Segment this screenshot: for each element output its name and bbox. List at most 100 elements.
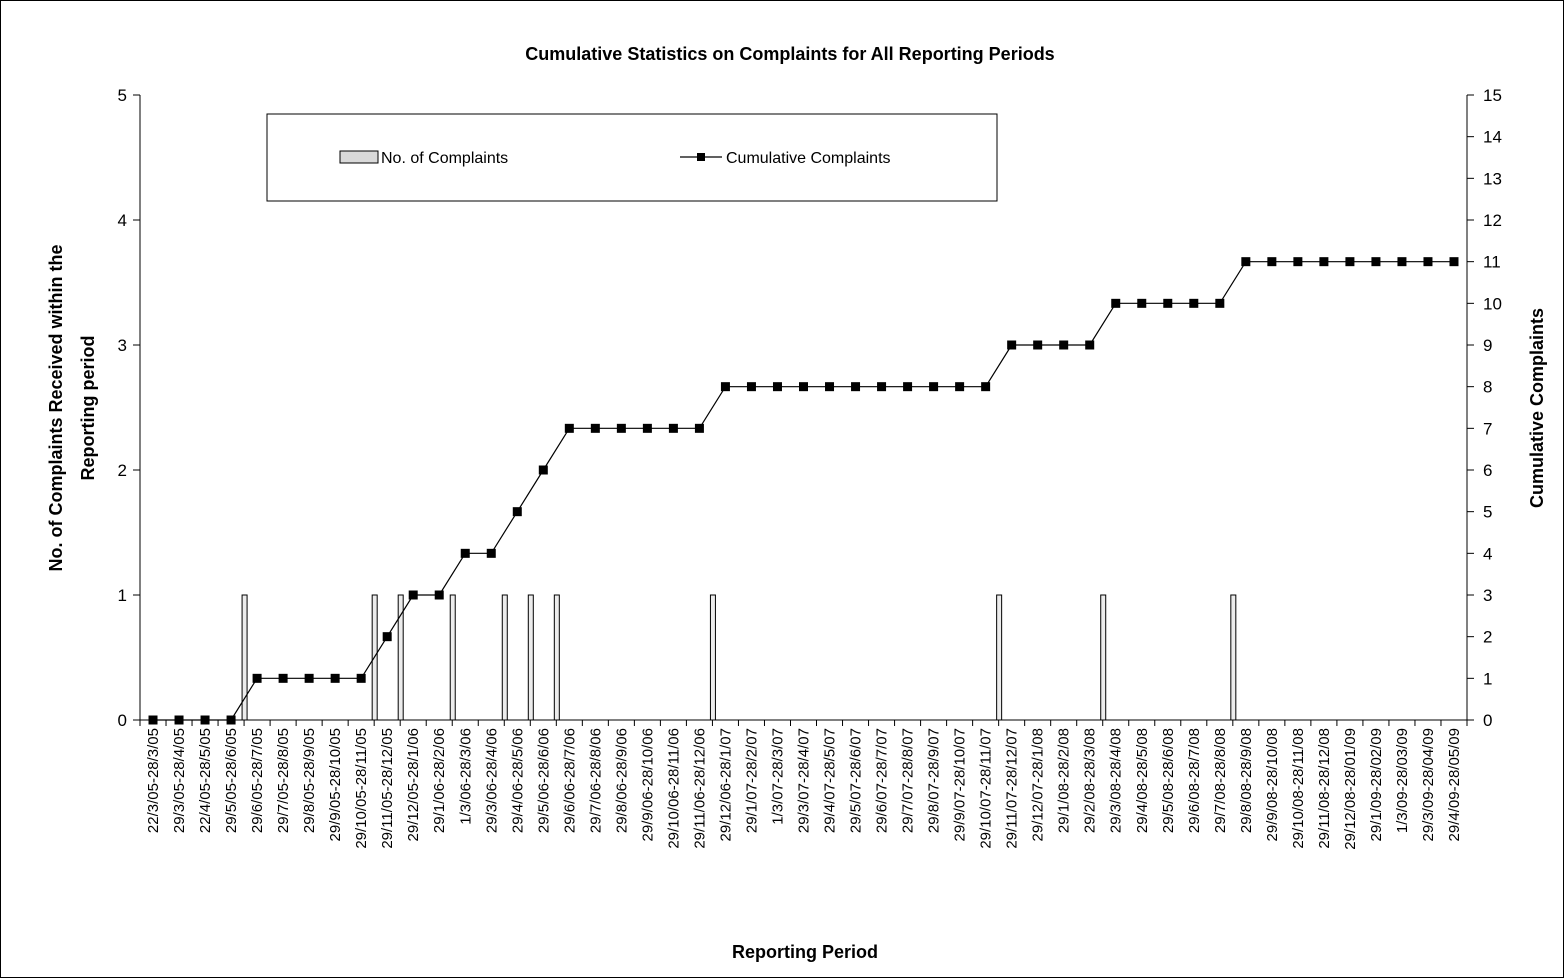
y-axis-title-line1: No. of Complaints Received within the xyxy=(46,244,66,571)
y-axis-title-line2: Reporting period xyxy=(78,336,98,481)
category-label: 29/10/05-28/11/05 xyxy=(353,728,370,849)
category-label: 29/11/05-28/12/05 xyxy=(379,728,396,849)
chart-title: Cumulative Statistics on Complaints for … xyxy=(525,44,1054,64)
line-marker xyxy=(1397,257,1407,267)
line-marker xyxy=(1345,257,1355,267)
category-label: 29/9/05-28/10/05 xyxy=(327,728,344,841)
line-marker xyxy=(1033,340,1043,350)
category-label: 29/12/05-28/1/06 xyxy=(405,728,422,841)
line-marker xyxy=(877,382,887,392)
category-label: 29/6/05-28/7/05 xyxy=(249,728,266,833)
legend: No. of Complaints Cumulative Complaints xyxy=(266,113,998,202)
line-marker xyxy=(929,382,939,392)
line-marker xyxy=(330,673,340,683)
line-marker xyxy=(226,715,236,725)
right-tick-label: 5 xyxy=(1483,503,1492,522)
line-marker xyxy=(1449,257,1459,267)
right-tick-label: 3 xyxy=(1483,586,1492,605)
bar xyxy=(1100,594,1107,721)
right-tick-label: 2 xyxy=(1483,628,1492,647)
category-label: 29/7/05-28/8/05 xyxy=(275,728,292,833)
category-label: 29/1/07-28/2/07 xyxy=(743,728,760,833)
category-label: 29/10/07-28/11/07 xyxy=(978,728,995,849)
category-label: 29/11/07-28/12/07 xyxy=(1004,728,1021,849)
line-marker xyxy=(512,507,522,517)
line-marker xyxy=(538,465,548,475)
line-marker xyxy=(1423,257,1433,267)
category-label: 29/12/06-28/1/07 xyxy=(717,728,734,841)
line-marker xyxy=(460,548,470,558)
line-marker xyxy=(1319,257,1329,267)
category-label: 29/7/06-28/8/06 xyxy=(587,728,604,833)
bar xyxy=(996,594,1003,721)
category-label: 29/9/06-28/10/06 xyxy=(639,728,656,841)
bar xyxy=(527,594,534,721)
line-marker xyxy=(668,423,678,433)
category-label: 29/8/07-28/9/07 xyxy=(926,728,943,833)
line-marker xyxy=(1007,340,1017,350)
category-label: 1/3/09-28/03/09 xyxy=(1394,728,1411,833)
line-marker xyxy=(174,715,184,725)
line-marker xyxy=(1085,340,1095,350)
line-marker xyxy=(356,673,366,683)
category-label: 29/8/06-28/9/06 xyxy=(613,728,630,833)
category-labels: 22/3/05-28/3/05 29/3/05-28/4/05 22/4/05-28… xyxy=(145,728,1463,850)
line-marker xyxy=(1241,257,1251,267)
category-label: 29/1/09-28/02/09 xyxy=(1368,728,1385,841)
line-marker xyxy=(408,590,418,600)
line-marker xyxy=(590,423,600,433)
right-tick-label: 6 xyxy=(1483,461,1492,480)
right-tick-label: 15 xyxy=(1483,86,1502,105)
category-label: 29/6/08-28/7/08 xyxy=(1186,728,1203,833)
category-label: 29/1/08-28/2/08 xyxy=(1056,728,1073,833)
category-label: 29/1/06-28/2/06 xyxy=(431,728,448,833)
right-tick-label: 12 xyxy=(1483,211,1502,230)
plot-area xyxy=(139,95,1468,721)
line-marker xyxy=(1267,257,1277,267)
category-label: 29/10/08-28/11/08 xyxy=(1290,728,1307,849)
bar xyxy=(449,594,456,721)
line-marker xyxy=(799,382,808,392)
right-tick-label: 4 xyxy=(1483,544,1492,563)
category-label: 29/7/08-28/8/08 xyxy=(1212,728,1229,833)
right-tick-label: 7 xyxy=(1483,419,1492,438)
left-tick-label: 3 xyxy=(118,336,127,355)
right-tick-label: 1 xyxy=(1483,669,1492,688)
line-marker xyxy=(278,673,288,683)
line-marker xyxy=(1189,298,1199,308)
category-label: 29/10/06-28/11/06 xyxy=(665,728,682,849)
line-marker xyxy=(486,548,496,558)
line-marker xyxy=(434,590,444,600)
line-marker xyxy=(616,423,626,433)
category-label: 29/8/05-28/9/05 xyxy=(301,728,318,833)
line-marker xyxy=(1371,257,1381,267)
bar xyxy=(553,594,560,721)
category-label: 29/5/07-28/6/07 xyxy=(848,728,865,833)
category-label: 29/3/07-28/4/07 xyxy=(796,728,813,833)
line-markers xyxy=(148,257,1459,725)
line-marker xyxy=(200,715,210,725)
line-marker xyxy=(851,382,861,392)
x-axis-ticks xyxy=(139,720,1468,726)
left-tick-label: 5 xyxy=(118,86,127,105)
line-marker xyxy=(694,423,704,433)
line-marker xyxy=(252,673,262,683)
category-label: 29/12/07-28/1/08 xyxy=(1030,728,1047,841)
legend-bar-swatch xyxy=(339,150,379,164)
left-axis-ticks: 0 1 2 3 4 5 xyxy=(118,86,140,730)
category-label: 29/9/08-28/10/08 xyxy=(1264,728,1281,841)
bar xyxy=(501,594,508,721)
line-marker xyxy=(148,715,158,725)
category-label: 29/5/08-28/6/08 xyxy=(1160,728,1177,833)
category-label: 29/4/06-28/5/06 xyxy=(509,728,526,833)
right-tick-label: 10 xyxy=(1483,294,1502,313)
category-label: 29/11/08-28/12/08 xyxy=(1316,728,1333,849)
category-label: 29/6/07-28/7/07 xyxy=(874,728,891,833)
category-label: 29/3/09-28/04/09 xyxy=(1420,728,1437,841)
legend-bar-label: No. of Complaints xyxy=(381,150,508,167)
line-marker xyxy=(825,382,835,392)
category-label: 29/4/08-28/5/08 xyxy=(1134,728,1151,833)
legend-entry-bars: No. of Complaints xyxy=(339,150,508,167)
